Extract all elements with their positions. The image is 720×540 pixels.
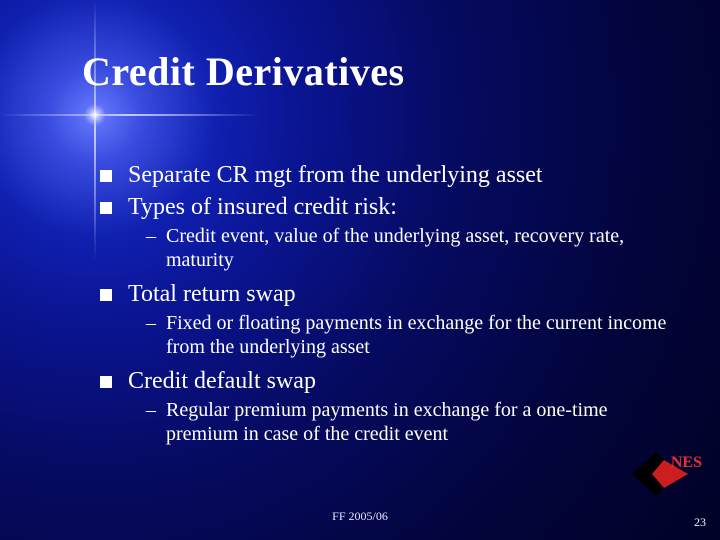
flare-horizontal (0, 114, 260, 116)
bullet-text: Total return swap (128, 279, 296, 309)
dash-icon: – (146, 398, 156, 422)
dash-icon: – (146, 311, 156, 335)
sub-bullet-text: Regular premium payments in exchange for… (166, 398, 670, 447)
flare-core (84, 104, 106, 126)
slide-number: 23 (694, 515, 706, 530)
square-bullet-icon (100, 170, 112, 182)
slide-title: Credit Derivatives (82, 48, 405, 95)
flare-vertical (94, 0, 96, 260)
sub-bullet-item: – Credit event, value of the underlying … (146, 224, 670, 273)
square-bullet-icon (100, 202, 112, 214)
bullet-item: Credit default swap (100, 366, 670, 396)
sub-bullet-text: Fixed or floating payments in exchange f… (166, 311, 670, 360)
bullet-item: Separate CR mgt from the underlying asse… (100, 160, 670, 190)
square-bullet-icon (100, 289, 112, 301)
bullet-item: Types of insured credit risk: (100, 192, 670, 222)
bullet-text: Credit default swap (128, 366, 316, 396)
brand-label: NES (671, 454, 702, 472)
bullet-text: Types of insured credit risk: (128, 192, 397, 222)
footer-text: FF 2005/06 (0, 509, 720, 524)
square-bullet-icon (100, 376, 112, 388)
sub-bullet-item: – Fixed or floating payments in exchange… (146, 311, 670, 360)
slide: Credit Derivatives Separate CR mgt from … (0, 0, 720, 540)
brand-logo: NES (632, 452, 702, 512)
bullet-text: Separate CR mgt from the underlying asse… (128, 160, 543, 190)
dash-icon: – (146, 224, 156, 248)
slide-content: Separate CR mgt from the underlying asse… (100, 160, 670, 450)
sub-bullet-text: Credit event, value of the underlying as… (166, 224, 670, 273)
bullet-item: Total return swap (100, 279, 670, 309)
sub-bullet-item: – Regular premium payments in exchange f… (146, 398, 670, 447)
